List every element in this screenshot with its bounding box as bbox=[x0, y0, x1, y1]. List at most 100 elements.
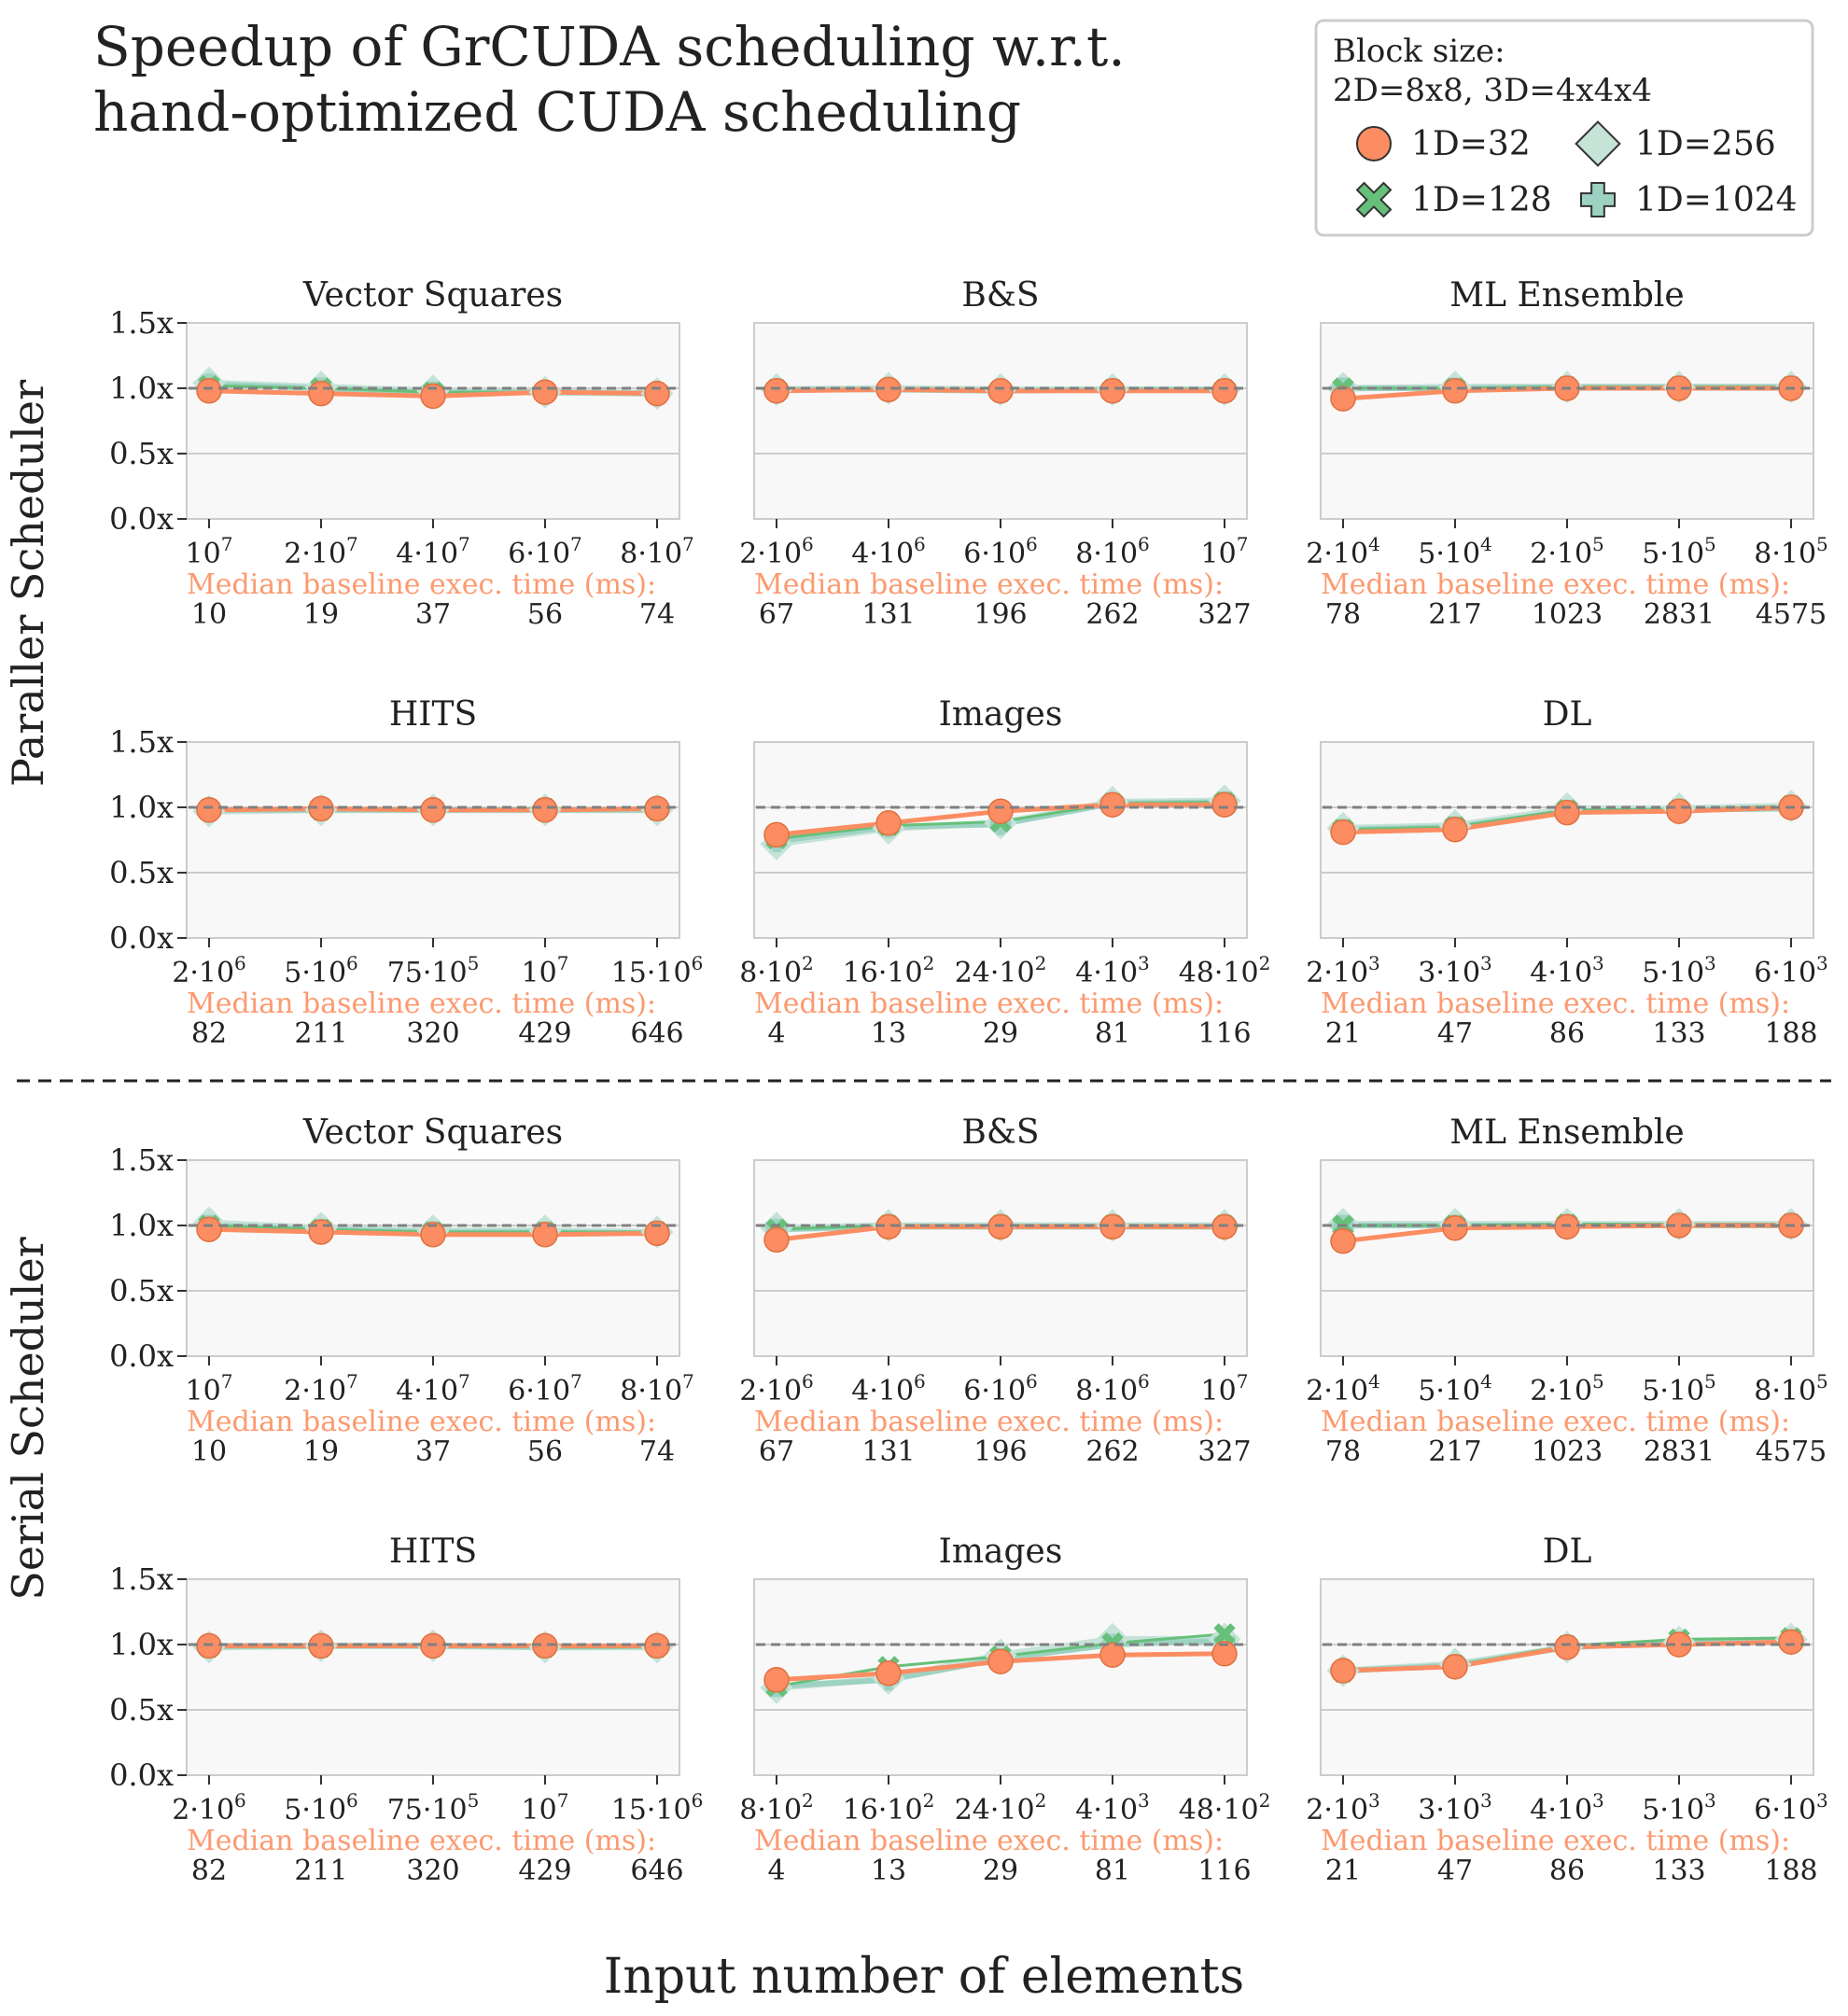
figure-title-line-2: hand-optimized CUDA scheduling bbox=[93, 80, 1021, 144]
row-label-serial: Serial Scheduler bbox=[3, 1237, 53, 1600]
data-point bbox=[1330, 385, 1356, 412]
data-point bbox=[644, 380, 670, 407]
x-tick-label: 2·103 bbox=[1306, 1789, 1380, 1827]
data-point bbox=[987, 798, 1014, 824]
x-tick-label: 8·105 bbox=[1754, 533, 1828, 570]
plot-area bbox=[1320, 1578, 1814, 1776]
baseline-value: 1023 bbox=[1532, 598, 1603, 631]
panel-title: DL bbox=[1543, 1533, 1592, 1571]
x-tick-label: 2·107 bbox=[284, 533, 358, 570]
baseline-value: 327 bbox=[1197, 598, 1251, 631]
x-tick-label: 4·103 bbox=[1075, 1789, 1150, 1827]
baseline-value: 131 bbox=[861, 598, 915, 631]
panel-title: HITS bbox=[389, 695, 477, 734]
x-tick-label: 107 bbox=[522, 952, 569, 989]
x-tick-label: 5·103 bbox=[1642, 952, 1716, 989]
baseline-value: 10 bbox=[191, 598, 227, 631]
baseline-value: 67 bbox=[759, 1435, 794, 1468]
x-tick-label: 5·105 bbox=[1642, 1370, 1716, 1407]
data-point bbox=[1211, 378, 1238, 404]
baseline-value: 4575 bbox=[1756, 598, 1827, 631]
legend-marker-diamond bbox=[1575, 120, 1621, 167]
panel: HITS 0.0x 0.5x 1.0x 1.5x 2·106 5·106 75·105 107 1… bbox=[109, 695, 703, 1050]
legend-label: 1D=128 bbox=[1411, 181, 1552, 219]
baseline-value: 47 bbox=[1437, 1017, 1473, 1050]
panel-title: ML Ensemble bbox=[1449, 1113, 1684, 1152]
baseline-label: Median baseline exec. time (ms): bbox=[1321, 1825, 1790, 1857]
data-point bbox=[1330, 1228, 1356, 1254]
y-tick-label: 0.0x bbox=[109, 1757, 174, 1793]
baseline-value: 262 bbox=[1085, 598, 1139, 631]
x-tick-label: 8·102 bbox=[739, 1789, 814, 1827]
data-point bbox=[987, 1648, 1014, 1674]
y-tick-label: 0.5x bbox=[109, 855, 174, 890]
x-tick-label: 8·105 bbox=[1754, 1370, 1828, 1407]
data-point bbox=[763, 1226, 790, 1253]
baseline-label: Median baseline exec. time (ms): bbox=[754, 1406, 1224, 1438]
plot-area bbox=[186, 322, 680, 520]
x-tick-label: 107 bbox=[186, 1370, 233, 1407]
x-tick-label: 4·106 bbox=[851, 1370, 926, 1407]
baseline-value: 47 bbox=[1437, 1855, 1473, 1887]
legend-marker-x bbox=[1355, 181, 1393, 218]
x-tick-label: 24·102 bbox=[955, 952, 1047, 989]
y-tick-label: 1.5x bbox=[109, 1561, 174, 1597]
baseline-value: 86 bbox=[1549, 1017, 1585, 1050]
x-tick-label: 5·104 bbox=[1418, 1370, 1492, 1407]
legend-title-line-1: Block size: bbox=[1333, 33, 1505, 70]
y-tick-label: 1.0x bbox=[109, 1627, 174, 1662]
data-point bbox=[308, 380, 334, 407]
data-point bbox=[1213, 1623, 1236, 1645]
baseline-value: 211 bbox=[294, 1855, 347, 1887]
baseline-value: 78 bbox=[1325, 1435, 1361, 1468]
plot-area bbox=[1320, 1159, 1814, 1357]
panel: Images 8·102 16·102 24·102 4·103 48·102Median… bbox=[739, 1533, 1270, 1887]
data-point bbox=[308, 1219, 334, 1245]
x-tick-label: 15·106 bbox=[611, 952, 704, 989]
x-tick-label: 6·106 bbox=[963, 533, 1038, 570]
panels: Vector Squares 0.0x 0.5x 1.0x 1.5x 107 2·107 4·… bbox=[109, 276, 1828, 1887]
baseline-label: Median baseline exec. time (ms): bbox=[187, 987, 656, 1020]
data-point bbox=[987, 378, 1014, 404]
baseline-value: 81 bbox=[1095, 1855, 1130, 1887]
baseline-value: 327 bbox=[1197, 1435, 1251, 1468]
plot-area bbox=[753, 322, 1248, 520]
baseline-value: 646 bbox=[630, 1855, 683, 1887]
baseline-label: Median baseline exec. time (ms): bbox=[187, 568, 656, 601]
baseline-label: Median baseline exec. time (ms): bbox=[754, 568, 1224, 601]
plot-area bbox=[1320, 741, 1814, 939]
legend-title-line-2: 2D=8x8, 3D=4x4x4 bbox=[1333, 72, 1652, 109]
legend-marker-circle bbox=[1356, 126, 1392, 161]
data-point bbox=[532, 797, 558, 823]
x-tick-label: 5·104 bbox=[1418, 533, 1492, 570]
x-tick-label: 2·103 bbox=[1306, 952, 1380, 989]
baseline-value: 13 bbox=[871, 1855, 906, 1887]
data-point bbox=[763, 378, 790, 404]
y-tick-label: 1.5x bbox=[109, 724, 174, 760]
baseline-value: 320 bbox=[406, 1017, 459, 1050]
y-tick-label: 0.0x bbox=[109, 920, 174, 956]
panel: ML Ensemble 2·104 5·104 2·105 5·105 8·105Medi… bbox=[1306, 276, 1828, 631]
y-tick-label: 0.5x bbox=[109, 1273, 174, 1309]
panel-title: B&S bbox=[961, 276, 1039, 315]
baseline-value: 116 bbox=[1197, 1017, 1251, 1050]
x-tick-label: 2·105 bbox=[1530, 533, 1604, 570]
panel: ML Ensemble 2·104 5·104 2·105 5·105 8·105Medi… bbox=[1306, 1113, 1828, 1468]
data-point bbox=[532, 379, 558, 405]
data-point bbox=[1666, 798, 1692, 824]
panel: Vector Squares 0.0x 0.5x 1.0x 1.5x 107 2·107 4·… bbox=[109, 1113, 694, 1468]
baseline-value: 2831 bbox=[1644, 1435, 1715, 1468]
baseline-value: 211 bbox=[294, 1017, 347, 1050]
baseline-value: 4 bbox=[767, 1855, 785, 1887]
x-tick-label: 4·103 bbox=[1530, 952, 1604, 989]
panel: HITS 0.0x 0.5x 1.0x 1.5x 2·106 5·106 75·105 107 1… bbox=[109, 1533, 703, 1887]
data-point bbox=[1554, 799, 1580, 826]
legend-frame bbox=[1314, 19, 1814, 237]
x-tick-label: 2·107 bbox=[284, 1370, 358, 1407]
baseline-value: 29 bbox=[983, 1017, 1018, 1050]
x-tick-label: 8·102 bbox=[739, 952, 814, 989]
baseline-label: Median baseline exec. time (ms): bbox=[754, 1825, 1224, 1857]
